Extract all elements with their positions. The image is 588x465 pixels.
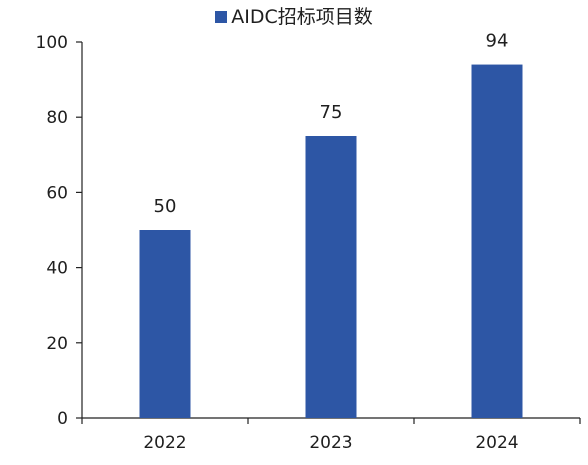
legend-label: AIDC招标项目数 [231, 6, 373, 28]
y-tick-label: 100 [36, 33, 68, 53]
data-label-2024: 94 [486, 31, 509, 52]
bar-2023 [305, 136, 357, 418]
legend-swatch [215, 11, 228, 23]
x-tick-label-2024: 2024 [475, 433, 518, 453]
bar-2024 [471, 64, 523, 418]
y-tick-label: 60 [46, 183, 68, 203]
chart-legend: AIDC招标项目数 [0, 2, 588, 29]
x-tick-label-2023: 2023 [309, 433, 352, 453]
data-labels: 50 75 94 [154, 31, 509, 217]
x-tick-label-2022: 2022 [143, 433, 186, 453]
bar-series [139, 64, 523, 418]
data-label-2022: 50 [154, 196, 177, 217]
x-axis: 2022 2023 2024 [81, 417, 581, 453]
data-label-2023: 75 [320, 102, 343, 123]
bar-2022 [139, 230, 191, 418]
y-tick-label: 80 [46, 108, 68, 128]
y-tick-label: 40 [46, 259, 68, 279]
y-tick-label: 0 [57, 409, 68, 429]
y-axis: 0 20 40 60 80 100 [36, 33, 83, 429]
y-tick-label: 20 [46, 334, 68, 354]
